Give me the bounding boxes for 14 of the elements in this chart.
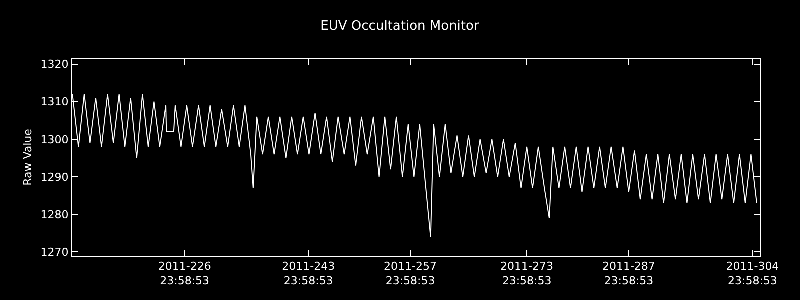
x-tick-label: 2011-257 23:58:53	[384, 260, 438, 288]
x-tick-label: 2011-243 23:58:53	[282, 260, 336, 288]
y-axis-title: Raw Value	[21, 128, 34, 186]
x-tick-label: 2011-304 23:58:53	[726, 260, 780, 288]
y-tick-label: 1310	[40, 96, 69, 109]
y-tick-label: 1280	[40, 208, 69, 222]
x-tick-label: 2011-287 23:58:53	[602, 260, 656, 288]
y-tick-label: 1290	[40, 170, 69, 184]
y-tick-label: 1300	[40, 133, 69, 146]
y-tick-label: 1270	[40, 246, 69, 260]
chart-title: EUV Occultation Monitor	[320, 19, 480, 34]
x-tick-label: 2011-226 23:58:53	[158, 260, 212, 288]
x-tick-label: 2011-273 23:58:53	[500, 260, 554, 288]
y-tick-label: 1320	[40, 58, 69, 72]
